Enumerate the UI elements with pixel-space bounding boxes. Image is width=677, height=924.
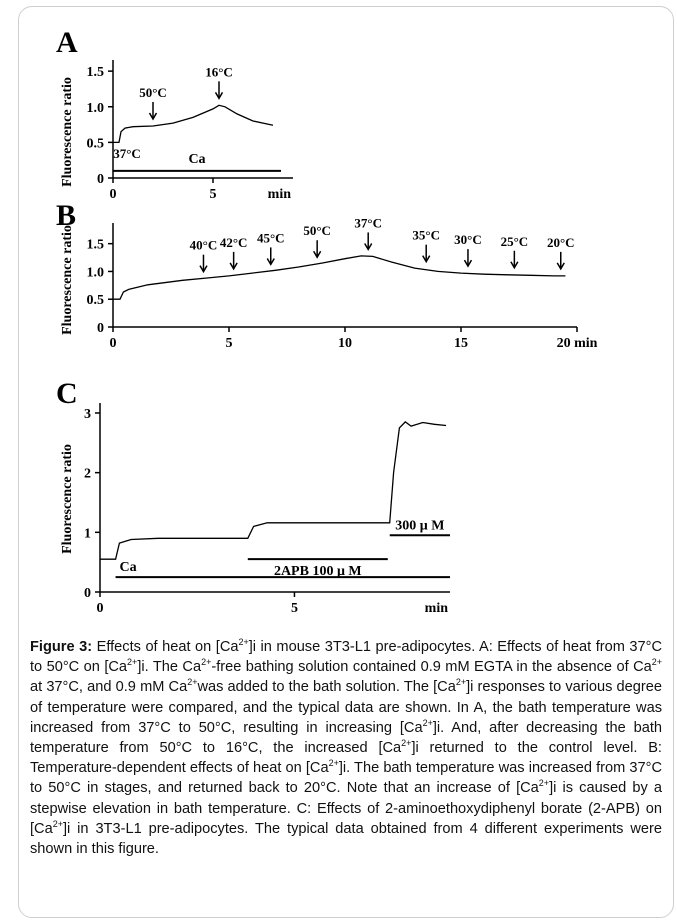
x-unit-label: min bbox=[268, 187, 292, 202]
y-tick-label: 1.0 bbox=[87, 265, 105, 280]
figure-frame bbox=[18, 6, 674, 918]
application-bar-label: 300 μ M bbox=[395, 518, 444, 533]
annotation-arrowhead bbox=[422, 255, 431, 264]
y-tick-label: 0 bbox=[97, 172, 104, 187]
y-tick-label: 3 bbox=[84, 407, 91, 422]
x-tick-label: 0 bbox=[97, 601, 104, 616]
y-tick-label: 1.5 bbox=[87, 238, 105, 253]
x-tick-label: 5 bbox=[291, 601, 298, 616]
annotation-arrowhead bbox=[229, 262, 238, 271]
panel-label: A bbox=[56, 26, 78, 59]
annotation-label: 40°C bbox=[190, 238, 218, 253]
y-axis-label: Fluorescence ratio bbox=[60, 77, 75, 187]
y-tick-label: 0.5 bbox=[87, 293, 105, 308]
series-line bbox=[113, 104, 274, 144]
application-bar-label: Ca bbox=[120, 560, 137, 575]
annotation-arrowhead bbox=[148, 112, 158, 121]
annotation-arrowhead bbox=[313, 250, 322, 259]
annotation-label: 30°C bbox=[454, 232, 482, 247]
figure-caption: Figure 3: Effects of heat on [Ca2+]i in … bbox=[30, 637, 662, 859]
y-axis-label: Fluorescence ratio bbox=[60, 225, 75, 335]
annotation-label: 20°C bbox=[547, 235, 575, 250]
x-tick-label: 20 min bbox=[557, 336, 598, 351]
x-tick-label: 15 bbox=[454, 336, 468, 351]
y-tick-label: 0 bbox=[97, 321, 104, 336]
y-tick-label: 0.5 bbox=[87, 136, 105, 151]
annotation-label: 37°C bbox=[354, 215, 382, 230]
series-line bbox=[100, 421, 447, 560]
annotation-label: 35°C bbox=[412, 228, 440, 243]
caption-label: Figure 3: bbox=[30, 639, 93, 655]
x-tick-label: 10 bbox=[338, 336, 352, 351]
annotation-arrowhead bbox=[364, 243, 373, 251]
x-tick-label: 0 bbox=[110, 187, 117, 202]
annotation-arrowhead bbox=[463, 259, 473, 268]
x-unit-label: min bbox=[425, 601, 449, 616]
annotation-arrowhead bbox=[214, 91, 224, 100]
annotation-label: 25°C bbox=[501, 234, 529, 249]
panel-label: C bbox=[56, 377, 78, 410]
y-tick-label: 1.0 bbox=[87, 101, 105, 116]
annotation-arrowhead bbox=[266, 258, 275, 266]
annotation-arrowhead bbox=[556, 262, 565, 271]
y-axis-label: Fluorescence ratio bbox=[60, 444, 75, 554]
x-tick-label: 5 bbox=[226, 336, 233, 351]
y-tick-label: 2 bbox=[84, 467, 91, 482]
y-tick-label: 1.5 bbox=[87, 65, 105, 80]
annotation-label: 16°C bbox=[205, 64, 233, 79]
series-line bbox=[113, 255, 566, 300]
panel-label: B bbox=[56, 199, 76, 232]
annotation-label: 50°C bbox=[139, 85, 167, 100]
annotation-label: 37°C bbox=[113, 146, 141, 161]
x-tick-label: 5 bbox=[210, 187, 217, 202]
annotation-label: 50°C bbox=[303, 223, 331, 238]
application-bar-label: 2APB 100 μ M bbox=[274, 564, 362, 579]
annotation-arrowhead bbox=[199, 265, 208, 274]
annotation-label: 42°C bbox=[220, 235, 248, 250]
y-tick-label: 1 bbox=[84, 526, 91, 541]
caption-text: Effects of heat on [Ca2+]i in mouse 3T3-… bbox=[30, 637, 662, 858]
panel-c: C Fluorescence ratio 0 1 2 3 0 5 min Ca 2APB 100 μ… bbox=[56, 377, 450, 616]
x-tick-label: 0 bbox=[110, 336, 117, 351]
application-bar-label: Ca bbox=[188, 152, 205, 167]
annotation-arrowhead bbox=[510, 261, 519, 270]
annotation-label: 45°C bbox=[257, 230, 285, 245]
panel-a: A Fluorescence ratio 0 0.5 1.0 1.5 0 5 min 37°C 50… bbox=[56, 26, 293, 202]
y-tick-label: 0 bbox=[84, 586, 91, 601]
